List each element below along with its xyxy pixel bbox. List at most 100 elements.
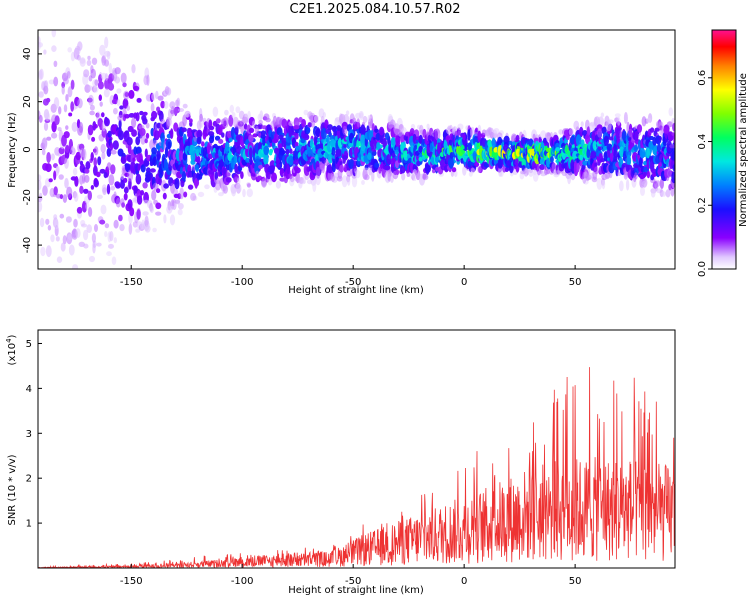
spectrogram-cell (106, 183, 111, 195)
y-tick-label: 5 (26, 339, 32, 350)
spectrogram-cell (45, 112, 50, 121)
spectrogram-cell (609, 152, 614, 162)
spectrogram-cell (68, 244, 75, 256)
spectrogram-cell (194, 164, 199, 171)
spectrogram-cell (46, 136, 52, 141)
spectrogram-cell (301, 118, 306, 128)
spectrogram-cell (39, 68, 44, 80)
spectrogram-cell (539, 164, 546, 171)
spectrogram-cell (294, 132, 299, 140)
spectrogram-cell (131, 117, 137, 128)
spectrogram-cell (603, 135, 609, 146)
spectrogram-cell (111, 98, 118, 105)
spectrogram-cell (237, 177, 241, 186)
spectrogram-cell (151, 92, 156, 101)
spectrogram-cell (390, 137, 396, 146)
spectrogram-cell (92, 242, 96, 254)
spectrogram-cell (128, 113, 135, 118)
spectrogram-cell (663, 126, 670, 134)
spectrogram-cell (220, 118, 227, 126)
spectrogram-cell (190, 192, 197, 201)
spectrogram-cell (45, 245, 52, 258)
spectrogram-cell (99, 219, 106, 225)
spectrogram-cell (63, 104, 68, 113)
spectrogram-cell (44, 80, 49, 91)
spectrogram-cell (43, 49, 47, 55)
spectrogram-y-ticks: -40 -20 0 20 40 (22, 48, 42, 253)
spectrogram-cell (342, 125, 348, 136)
spectrogram-cell (240, 171, 244, 180)
spectrogram-cell (50, 153, 55, 161)
spectrogram-cell (56, 256, 63, 264)
spectrogram-cell (628, 140, 632, 151)
spectrogram-cell (170, 128, 174, 140)
spectrogram-cell (225, 141, 230, 152)
spectrogram-cell (617, 116, 621, 126)
spectrogram-cell (94, 224, 98, 232)
spectrogram-cell (594, 162, 598, 168)
spectrogram-cell (208, 135, 215, 144)
spectrogram-cell (87, 55, 91, 61)
spectrogram-cell (477, 165, 482, 173)
spectrogram-cell (135, 146, 142, 155)
spectrogram-cell (106, 147, 112, 157)
spectrogram-cell (104, 36, 109, 49)
spectrogram-cell (133, 85, 140, 91)
spectrogram-cell (123, 177, 128, 183)
spectrogram-cell (467, 129, 471, 141)
spectrogram-cell (100, 143, 106, 153)
spectrogram-cell (158, 176, 162, 186)
spectrogram-cell (470, 167, 475, 174)
snr-x-axis-label: Height of straight line (km) (288, 585, 424, 596)
spectrogram-cell (222, 168, 226, 173)
spectrogram-cell (646, 170, 651, 179)
spectrogram-cell (575, 134, 582, 146)
spectrogram-cell (98, 94, 103, 101)
spectrogram-cell (118, 119, 122, 129)
spectrogram-cell (374, 128, 379, 133)
spectrogram-cell (317, 148, 324, 158)
spectrogram-cell (222, 185, 228, 194)
spectrogram-cell (204, 184, 210, 190)
spectrogram-cell (375, 132, 381, 141)
x-tick-label: -150 (120, 576, 143, 587)
spectrogram-cell (195, 156, 200, 163)
spectrogram-cell (78, 122, 84, 133)
x-tick-label: -150 (120, 277, 143, 288)
spectrogram-cell (617, 171, 621, 176)
spectrogram-cell (293, 125, 300, 130)
spectrogram-cell (641, 180, 647, 187)
y-tick-label: 4 (26, 384, 32, 395)
spectrogram-cell (90, 152, 94, 161)
spectrogram-cell (418, 134, 423, 144)
spectrogram-cell (594, 166, 599, 175)
spectrogram-cell (126, 136, 133, 146)
spectrogram-cell (181, 171, 186, 182)
spectrogram-cell (174, 177, 180, 190)
spectrogram-cell (144, 148, 148, 158)
spectrogram-cell (362, 167, 369, 172)
spectrogram-cell (45, 163, 52, 173)
spectrogram-cell (142, 111, 148, 116)
spectrogram-cell (313, 134, 318, 145)
spectrogram-cell (89, 104, 95, 111)
spectrogram-cell (619, 180, 624, 192)
colorbar-tick-label: 0.2 (697, 197, 708, 213)
spectrogram-cell (497, 136, 503, 148)
spectrogram-cell (45, 97, 51, 103)
spectrogram-cell (163, 183, 170, 189)
spectrogram-cell (89, 110, 95, 116)
spectrogram-cell (376, 142, 381, 150)
spectrogram-cell (108, 62, 113, 75)
spectrogram-cell (115, 197, 121, 208)
spectrogram-cell (87, 124, 94, 136)
spectrogram-cell (258, 164, 264, 169)
spectrogram-cell (135, 173, 142, 185)
spectrogram-cell (86, 224, 92, 234)
spectrogram-cell (214, 135, 221, 141)
snr-panel: -150 -100 -50 0 50 1 2 3 4 5 Height of straight … (5, 329, 676, 596)
spectrogram-cell (236, 185, 241, 194)
spectrogram-cell (310, 120, 315, 128)
spectrogram-cell (570, 159, 575, 171)
spectrogram-x-ticks: -150 -100 -50 0 50 (120, 265, 581, 288)
